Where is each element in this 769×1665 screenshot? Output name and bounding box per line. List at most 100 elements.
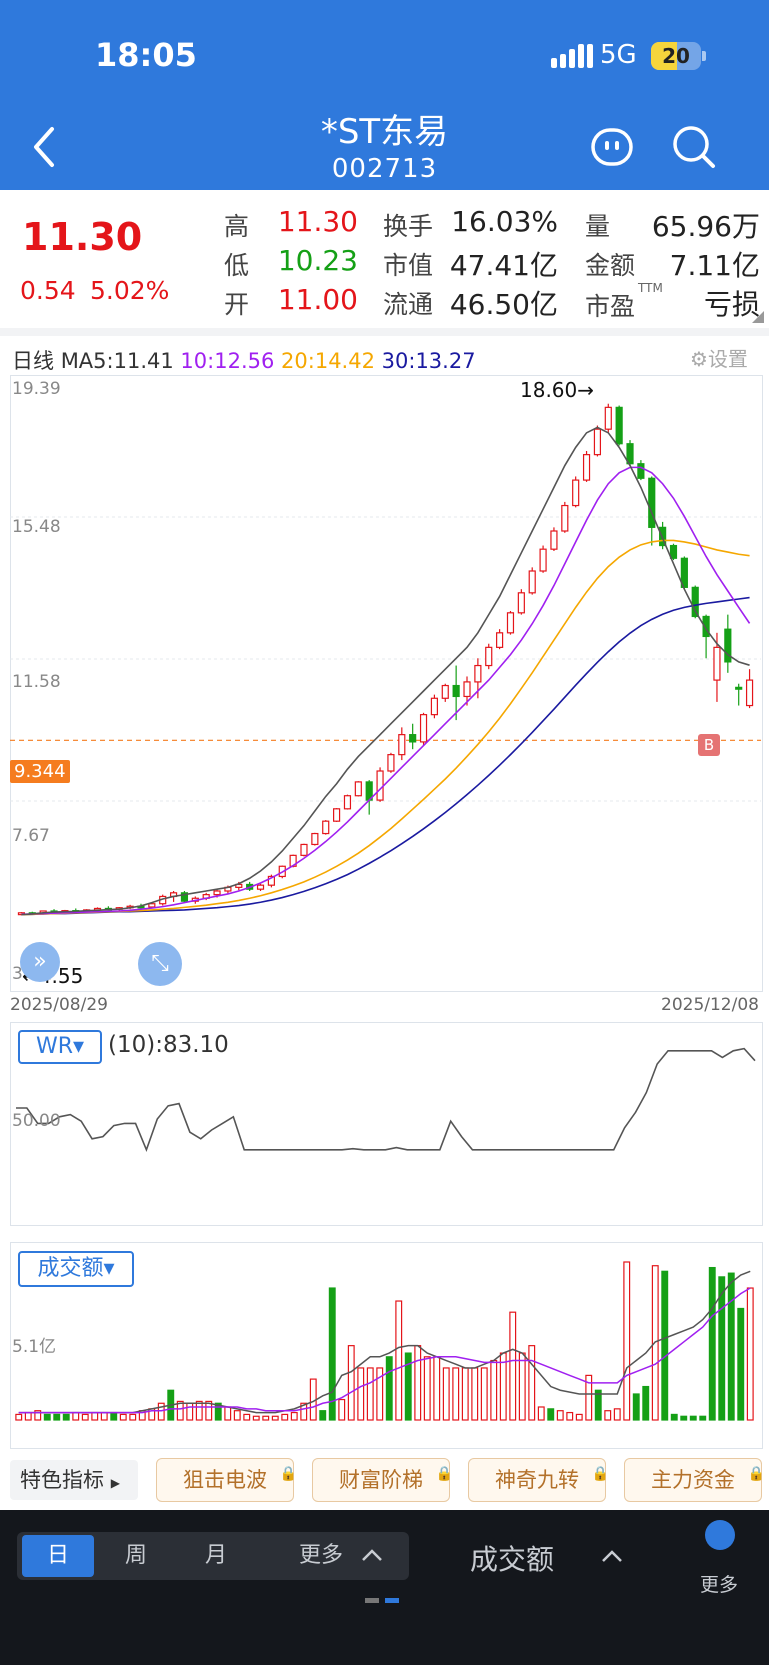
settings-label: 设置 bbox=[707, 347, 748, 371]
volume-bar bbox=[100, 1411, 108, 1421]
volume-bar bbox=[528, 1345, 536, 1421]
kline-chart-frame[interactable] bbox=[10, 375, 763, 992]
feature-tab-4-label: 主力资金 bbox=[651, 1468, 735, 1492]
volume-y-label: 5.1亿 bbox=[12, 1337, 57, 1357]
candle-body bbox=[376, 770, 384, 801]
kline-chart[interactable] bbox=[10, 375, 761, 990]
more-icon[interactable] bbox=[705, 1520, 735, 1550]
candle-body bbox=[713, 646, 721, 681]
period-more-tab[interactable]: 更多 bbox=[298, 1543, 343, 1568]
caret-right-icon: ▶ bbox=[110, 1476, 120, 1490]
quote-value-mktcap: 47.41亿 bbox=[449, 249, 558, 282]
feature-tab-2[interactable]: 财富阶梯 🔒 bbox=[312, 1458, 453, 1502]
scroll-left-icon[interactable]: » bbox=[20, 942, 60, 982]
quote-label-open: 开 bbox=[224, 290, 250, 319]
feature-tab-4[interactable]: 主力资金 🔒 bbox=[624, 1458, 765, 1502]
volume-bar bbox=[623, 1261, 631, 1421]
candle-body bbox=[300, 843, 308, 856]
quote-value-pe: 亏损 bbox=[703, 288, 760, 321]
candle-body bbox=[517, 592, 525, 614]
volume-bar bbox=[642, 1385, 650, 1421]
volume-ma-line-1 bbox=[18, 1270, 751, 1414]
wr-chart bbox=[16, 1047, 756, 1153]
candle-body bbox=[180, 892, 189, 902]
volume-bar bbox=[347, 1345, 355, 1421]
period-label: 日线 bbox=[12, 349, 54, 373]
candle-body bbox=[430, 697, 438, 716]
battery-icon: 20 bbox=[651, 42, 701, 70]
fullscreen-icon[interactable]: ⤡ bbox=[138, 942, 182, 986]
y-axis-label-3: 11.58 bbox=[12, 672, 61, 692]
period-month-tab[interactable]: 月 bbox=[204, 1543, 227, 1568]
chevron-up-icon[interactable] bbox=[360, 1545, 384, 1565]
volume-bar bbox=[243, 1413, 251, 1421]
volume-bar bbox=[575, 1413, 583, 1421]
volume-bar bbox=[689, 1415, 697, 1421]
volume-bar bbox=[91, 1411, 99, 1421]
volume-bar bbox=[53, 1413, 61, 1421]
quote-value-volume: 65.96万 bbox=[651, 210, 760, 243]
candle-body bbox=[745, 679, 754, 707]
lock-icon: 🔒 bbox=[435, 1466, 453, 1482]
bottom-indicator-label[interactable]: 成交额 bbox=[470, 1543, 555, 1576]
candle-body bbox=[485, 646, 493, 667]
quote-value-open: 11.00 bbox=[277, 283, 358, 316]
volume-bar bbox=[566, 1411, 574, 1421]
volume-bar bbox=[423, 1356, 431, 1421]
volume-bar bbox=[556, 1410, 564, 1421]
candle-body bbox=[648, 477, 656, 528]
assistant-icon[interactable] bbox=[590, 125, 634, 169]
quote-label-pe: 市盈 bbox=[585, 292, 636, 321]
period-week-tab[interactable]: 周 bbox=[124, 1543, 147, 1568]
quote-label-amount: 金额 bbox=[585, 251, 636, 280]
more-label[interactable]: 更多 bbox=[700, 1574, 739, 1596]
volume-bar bbox=[43, 1413, 51, 1421]
candle-body bbox=[724, 628, 732, 663]
search-icon[interactable] bbox=[670, 123, 718, 171]
x-axis-end-date: 2025/12/08 bbox=[661, 995, 759, 1015]
candle-body bbox=[702, 615, 710, 638]
volume-bar bbox=[34, 1410, 42, 1421]
ma5-line bbox=[21, 426, 750, 916]
volume-bar bbox=[480, 1367, 488, 1421]
wr-y-label: 50.00 bbox=[12, 1111, 61, 1131]
volume-bar bbox=[262, 1415, 270, 1421]
network-type: 5G bbox=[600, 40, 637, 70]
volume-bar bbox=[24, 1411, 32, 1421]
candle-body bbox=[593, 428, 602, 456]
ma20-line bbox=[21, 539, 750, 916]
candle-body bbox=[213, 890, 221, 896]
volume-bar bbox=[433, 1356, 441, 1421]
volume-bar bbox=[613, 1408, 621, 1421]
quote-label-mktcap: 市值 bbox=[383, 251, 434, 280]
expand-corner-icon[interactable] bbox=[752, 311, 764, 323]
wr-panel[interactable] bbox=[10, 1022, 763, 1226]
feature-indicator-button[interactable]: 特色指标 ▶ bbox=[10, 1460, 138, 1500]
back-arrow-icon[interactable] bbox=[28, 123, 68, 173]
volume-bar bbox=[62, 1413, 70, 1421]
volume-ma-line-2 bbox=[18, 1287, 751, 1414]
volume-bar bbox=[490, 1359, 498, 1421]
max-price-label: 18.60→ bbox=[520, 378, 595, 402]
candle-body bbox=[669, 544, 678, 559]
wr-indicator-select[interactable]: WR▾ bbox=[18, 1030, 102, 1064]
volume-bar bbox=[119, 1413, 127, 1421]
top-bar bbox=[0, 0, 769, 190]
volume-panel[interactable] bbox=[10, 1242, 763, 1449]
ref-price-tag: 9.344 bbox=[10, 760, 70, 783]
x-axis-start-date: 2025/08/29 bbox=[10, 995, 108, 1015]
price-change-pct: 5.02% bbox=[90, 276, 170, 305]
feature-tab-1[interactable]: 狙击电波 🔒 bbox=[156, 1458, 297, 1502]
feature-tab-3[interactable]: 神奇九转 🔒 bbox=[468, 1458, 609, 1502]
volume-bar bbox=[81, 1413, 89, 1421]
candle-body bbox=[626, 443, 634, 465]
volume-bar bbox=[176, 1400, 184, 1421]
volume-bar bbox=[214, 1402, 222, 1421]
candle-body bbox=[452, 684, 460, 698]
chevron-up-icon[interactable] bbox=[600, 1546, 624, 1566]
volume-indicator-select[interactable]: 成交额▾ bbox=[18, 1251, 134, 1287]
settings-button[interactable]: ⚙设置 bbox=[690, 343, 748, 372]
quote-label-low: 低 bbox=[224, 251, 250, 280]
period-day-tab[interactable]: 日 bbox=[22, 1535, 94, 1577]
volume-bar bbox=[186, 1402, 194, 1421]
